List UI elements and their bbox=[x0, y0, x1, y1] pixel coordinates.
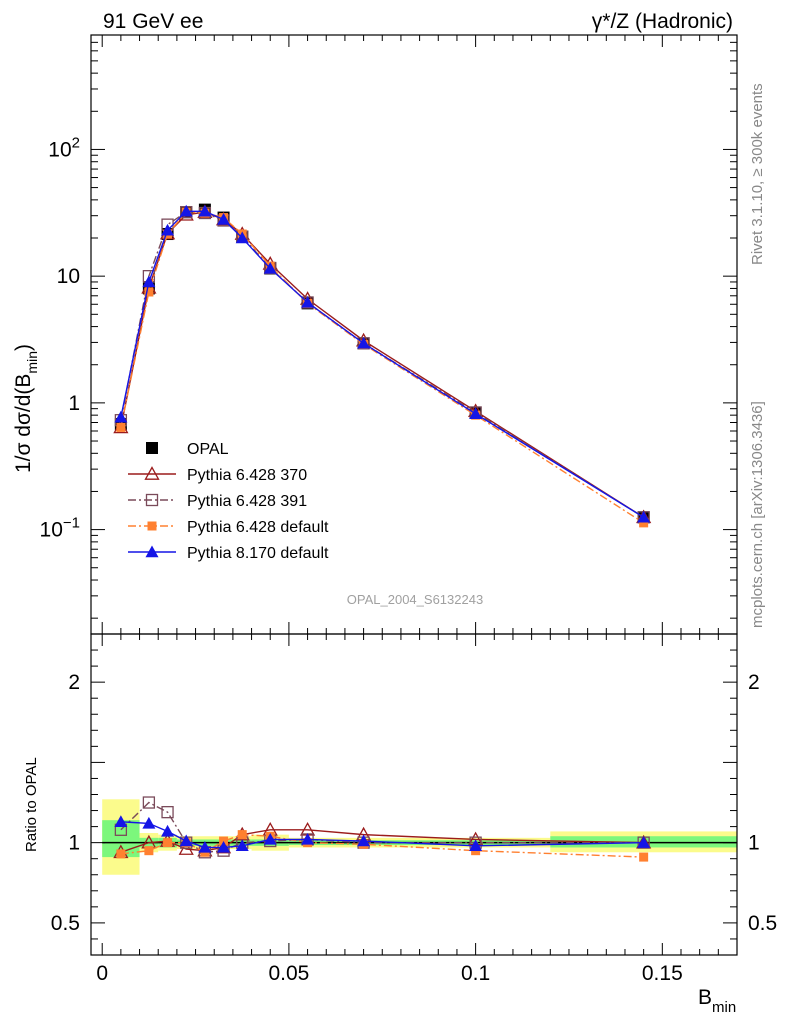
marker-triangle bbox=[263, 832, 277, 845]
marker-triangle bbox=[357, 834, 371, 847]
marker-triangle bbox=[161, 223, 175, 236]
marker-triangle bbox=[217, 212, 231, 225]
series-line-py370 bbox=[120, 211, 645, 518]
marker-square-small bbox=[163, 838, 173, 848]
xtick-label: 0 bbox=[96, 962, 108, 985]
svg-text:Bmin: Bmin bbox=[698, 986, 736, 1016]
header-right-label: γ*/Z (Hadronic) bbox=[592, 10, 733, 33]
ytick-exp: −1 bbox=[63, 515, 80, 532]
series-line-py8 bbox=[120, 210, 645, 518]
marker-triangle bbox=[161, 824, 175, 837]
series-markers-py8 bbox=[114, 204, 651, 523]
ratio-series bbox=[113, 796, 652, 862]
marker-triangle bbox=[235, 839, 249, 852]
marker-open-square bbox=[142, 796, 156, 809]
axes-ticks bbox=[91, 34, 738, 955]
main-ytick-label: 10 bbox=[57, 265, 80, 288]
marker-open-square bbox=[145, 493, 159, 507]
ratio-ytick-label-right: 2 bbox=[748, 671, 760, 694]
marker-triangle bbox=[114, 410, 128, 423]
xlabel-text: B bbox=[698, 986, 712, 1009]
main-ytick-label: 102 bbox=[48, 134, 80, 161]
ratio-frame bbox=[90, 633, 738, 956]
legend-label-pydefault: Pythia 6.428 default bbox=[187, 519, 329, 536]
panel-frames bbox=[90, 34, 738, 956]
marker-triangle bbox=[637, 510, 651, 523]
ratio-ytick-label: 0.5 bbox=[51, 912, 80, 935]
marker-triangle bbox=[235, 231, 249, 244]
watermark-analysis-id: OPAL_2004_S6132243 bbox=[347, 592, 483, 607]
header-left-label: 91 GeV ee bbox=[103, 10, 203, 33]
marker-triangle bbox=[142, 275, 156, 288]
series-markers-py8 bbox=[114, 815, 651, 853]
marker-triangle bbox=[469, 407, 483, 419]
marker-triangle bbox=[301, 295, 315, 308]
main-ytick-label: 1 bbox=[68, 392, 80, 415]
x-axis-label: Bmin bbox=[698, 986, 736, 1016]
marker-square-small bbox=[237, 830, 247, 840]
marker-square-small bbox=[116, 422, 126, 432]
ratio-ytick-label-right: 0.5 bbox=[748, 912, 777, 935]
main-series bbox=[113, 203, 652, 528]
marker-square-small bbox=[639, 518, 649, 528]
xtick-label: 0.05 bbox=[268, 962, 309, 985]
marker-triangle bbox=[179, 834, 193, 847]
ytick-base: 10 bbox=[48, 138, 71, 161]
marker-triangle bbox=[301, 832, 315, 845]
side-label-rivet: Rivet 3.1.10, ≥ 300k events bbox=[749, 83, 766, 265]
xtick-label: 0.15 bbox=[642, 962, 683, 985]
marker-triangle bbox=[142, 816, 156, 829]
main-ylabel-sub: min bbox=[24, 351, 40, 374]
ratio-ytick-label: 1 bbox=[68, 832, 80, 855]
marker-triangle bbox=[179, 204, 193, 217]
marker-triangle bbox=[198, 204, 212, 217]
series-line-pydefault bbox=[120, 211, 645, 524]
legend-label-opal: OPAL bbox=[187, 441, 229, 458]
main-ytick-label: 10−1 bbox=[40, 515, 80, 542]
legend-label-py370: Pythia 6.428 370 bbox=[187, 467, 307, 484]
marker-square-small bbox=[144, 287, 154, 297]
marker-square-small bbox=[639, 852, 649, 862]
marker-triangle bbox=[145, 545, 159, 558]
marker-square-small bbox=[144, 846, 154, 856]
marker-triangle bbox=[263, 261, 277, 274]
main-ylabel-text: 1/σ dσ/d(B bbox=[12, 374, 35, 473]
marker-open-square bbox=[161, 806, 174, 819]
marker-open-triangle bbox=[144, 466, 160, 480]
ytick-base: 10 bbox=[40, 519, 63, 542]
marker-triangle bbox=[114, 815, 128, 827]
ratio-y-axis-label: Ratio to OPAL bbox=[23, 757, 40, 852]
marker-triangle bbox=[469, 839, 483, 852]
main-ylabel-close: ) bbox=[12, 344, 35, 351]
xlabel-sub: min bbox=[712, 999, 736, 1016]
marker-square bbox=[146, 442, 158, 454]
legend-label-py8: Pythia 8.170 default bbox=[187, 545, 329, 562]
ratio-ytick-label-right: 1 bbox=[748, 832, 760, 855]
marker-square-small bbox=[116, 849, 126, 859]
svg-text:1/σ dσ/d(Bmin): 1/σ dσ/d(Bmin) bbox=[12, 344, 40, 473]
ytick-exp: 2 bbox=[72, 134, 80, 151]
marker-triangle bbox=[357, 336, 371, 349]
series-line-py8 bbox=[120, 821, 644, 849]
marker-triangle bbox=[637, 836, 651, 848]
main-y-axis-label: 1/σ dσ/d(Bmin) bbox=[12, 344, 40, 473]
marker-square-small bbox=[147, 521, 157, 531]
ratio-ytick-label: 2 bbox=[68, 671, 80, 694]
legend: OPAL Pythia 6.428 370 Pythia 6.428 391 Pyth… bbox=[128, 441, 329, 562]
marker-triangle bbox=[217, 840, 231, 853]
marker-triangle bbox=[198, 840, 212, 853]
xtick-label: 0.1 bbox=[461, 962, 490, 985]
legend-label-py391: Pythia 6.428 391 bbox=[187, 493, 307, 510]
series-line-pydefault bbox=[120, 833, 644, 858]
side-label-mcplots: mcplots.cern.ch [arXiv:1306.3436] bbox=[749, 401, 766, 628]
